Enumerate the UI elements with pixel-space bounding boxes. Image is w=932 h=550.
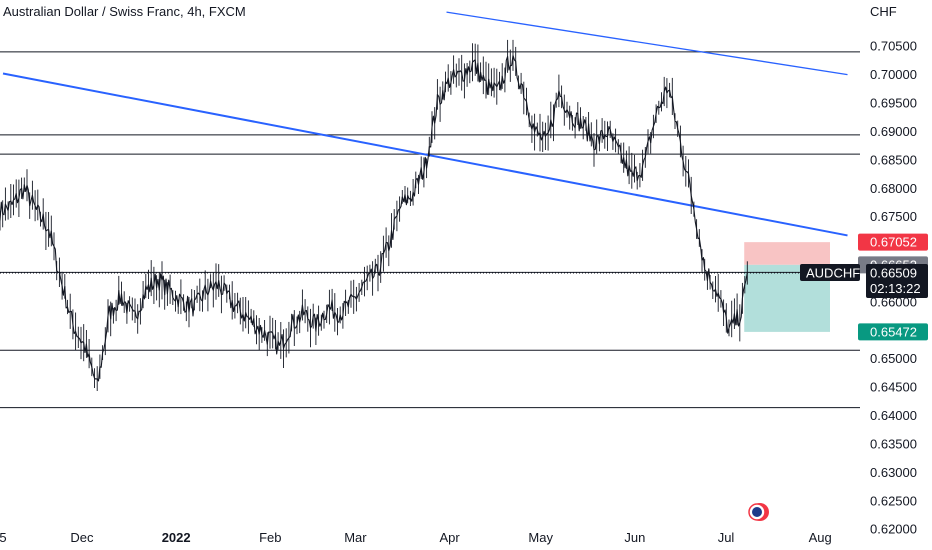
x-tick-label: 2022 — [162, 530, 191, 545]
trendline-0 — [2, 72, 848, 237]
y-tick-label: 0.69000 — [870, 124, 917, 139]
trendlines — [2, 11, 848, 237]
currency-label: CHF — [870, 4, 897, 19]
y-tick-label: 0.63500 — [870, 436, 917, 451]
time-axis: 5 Dec 2022 Feb Mar Apr May Jun Jul Aug — [0, 530, 832, 545]
flag-marker — [748, 503, 769, 521]
y-tick-label: 0.62000 — [870, 522, 917, 537]
last-price-badge-bg — [866, 263, 928, 298]
y-tick-label: 0.67500 — [870, 209, 917, 224]
x-tick-label: Apr — [439, 530, 460, 545]
symbol-tag-bg — [800, 263, 860, 281]
flag-icon-inner — [752, 507, 762, 517]
countdown-label: 02:13:22 — [870, 281, 921, 296]
y-tick-label: 0.64000 — [870, 408, 917, 423]
x-tick-label: Dec — [70, 530, 94, 545]
x-tick-label: 5 — [0, 530, 7, 545]
y-tick-label: 0.63000 — [870, 465, 917, 480]
x-tick-label: Aug — [809, 530, 832, 545]
x-tick-label: Jul — [718, 530, 735, 545]
stop-price-badge: 0.67052 — [870, 235, 917, 250]
y-tick-label: 0.64500 — [870, 380, 917, 395]
symbol-tag: AUDCHF — [806, 265, 860, 280]
x-tick-label: Feb — [259, 530, 281, 545]
price-series — [0, 39, 748, 391]
position-zones — [744, 242, 830, 332]
x-tick-label: May — [528, 530, 553, 545]
y-tick-label: 0.70000 — [870, 67, 917, 82]
horizontal-levels — [0, 51, 860, 409]
stop-price-badge-bg — [858, 233, 928, 251]
y-tick-label: 0.70500 — [870, 39, 917, 54]
y-tick-label: 0.66000 — [870, 294, 917, 309]
y-tick-label: 0.69500 — [870, 96, 917, 111]
x-tick-label: Mar — [344, 530, 367, 545]
y-tick-label: 0.68500 — [870, 152, 917, 167]
y-tick-label: 0.65000 — [870, 351, 917, 366]
price-line — [0, 54, 748, 382]
y-tick-label: 0.68000 — [870, 181, 917, 196]
price-badges: 0.670520.666520.6650902:13:22AUDCHF0.654… — [800, 233, 928, 341]
chart-title: Australian Dollar / Swiss Franc, 4h, FXC… — [3, 4, 246, 19]
stop-loss-zone — [744, 242, 830, 265]
y-tick-label: 0.62500 — [870, 493, 917, 508]
target-price-badge-bg — [858, 323, 928, 341]
target-price-badge: 0.65472 — [870, 324, 917, 339]
x-tick-label: Jun — [624, 530, 645, 545]
trendline-1 — [446, 11, 848, 76]
last-price-badge: 0.66509 — [870, 265, 917, 280]
